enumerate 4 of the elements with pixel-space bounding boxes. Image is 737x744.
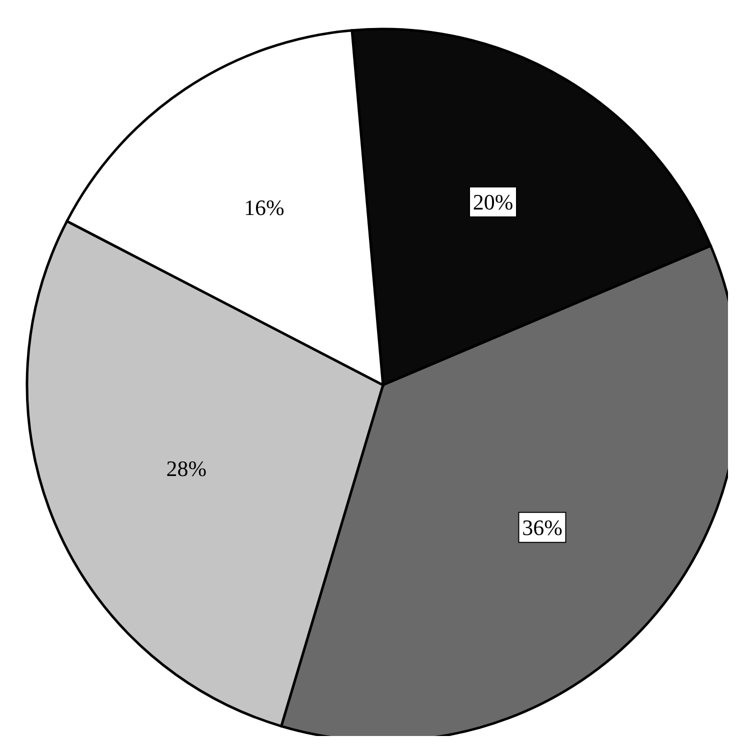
data-label: 28% (166, 456, 207, 481)
data-label: 36% (522, 514, 562, 540)
data-label: 20% (472, 189, 514, 214)
data-label: 16% (244, 195, 284, 220)
